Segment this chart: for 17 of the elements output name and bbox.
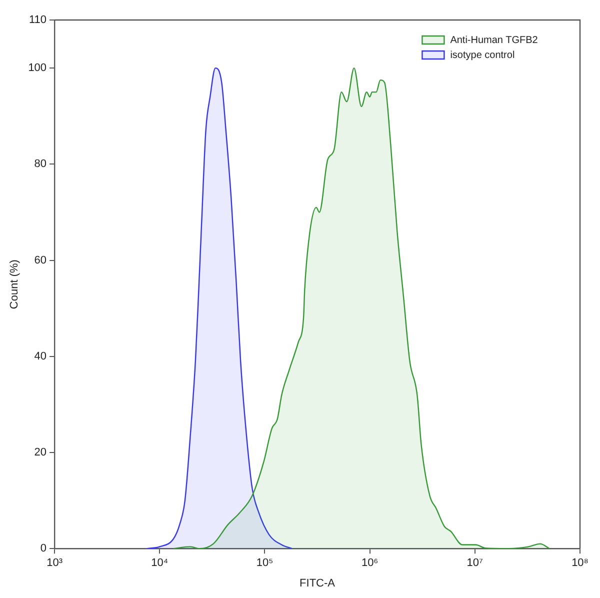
y-tick-label: 110	[29, 14, 47, 26]
x-tick-label: 10⁷	[466, 557, 484, 570]
legend-label: Anti-Human TGFB2	[450, 34, 538, 46]
x-tick-label: 10⁴	[151, 557, 168, 570]
y-tick-label: 60	[34, 254, 47, 266]
x-axis-title: FITC-A	[300, 577, 336, 590]
y-axis-title: Count (%)	[8, 260, 21, 310]
x-tick-label: 10⁸	[572, 557, 588, 570]
y-tick-label: 100	[28, 62, 47, 74]
legend-label: isotype control	[450, 50, 515, 61]
y-tick-label: 0	[40, 542, 47, 555]
y-tick-label: 80	[34, 158, 47, 170]
x-tick-label: 10⁵	[256, 557, 274, 570]
y-tick-label: 20	[34, 446, 47, 459]
x-tick-label: 10⁶	[361, 557, 378, 570]
x-tick-label: 10³	[46, 557, 63, 570]
y-tick-label: 40	[34, 350, 47, 362]
